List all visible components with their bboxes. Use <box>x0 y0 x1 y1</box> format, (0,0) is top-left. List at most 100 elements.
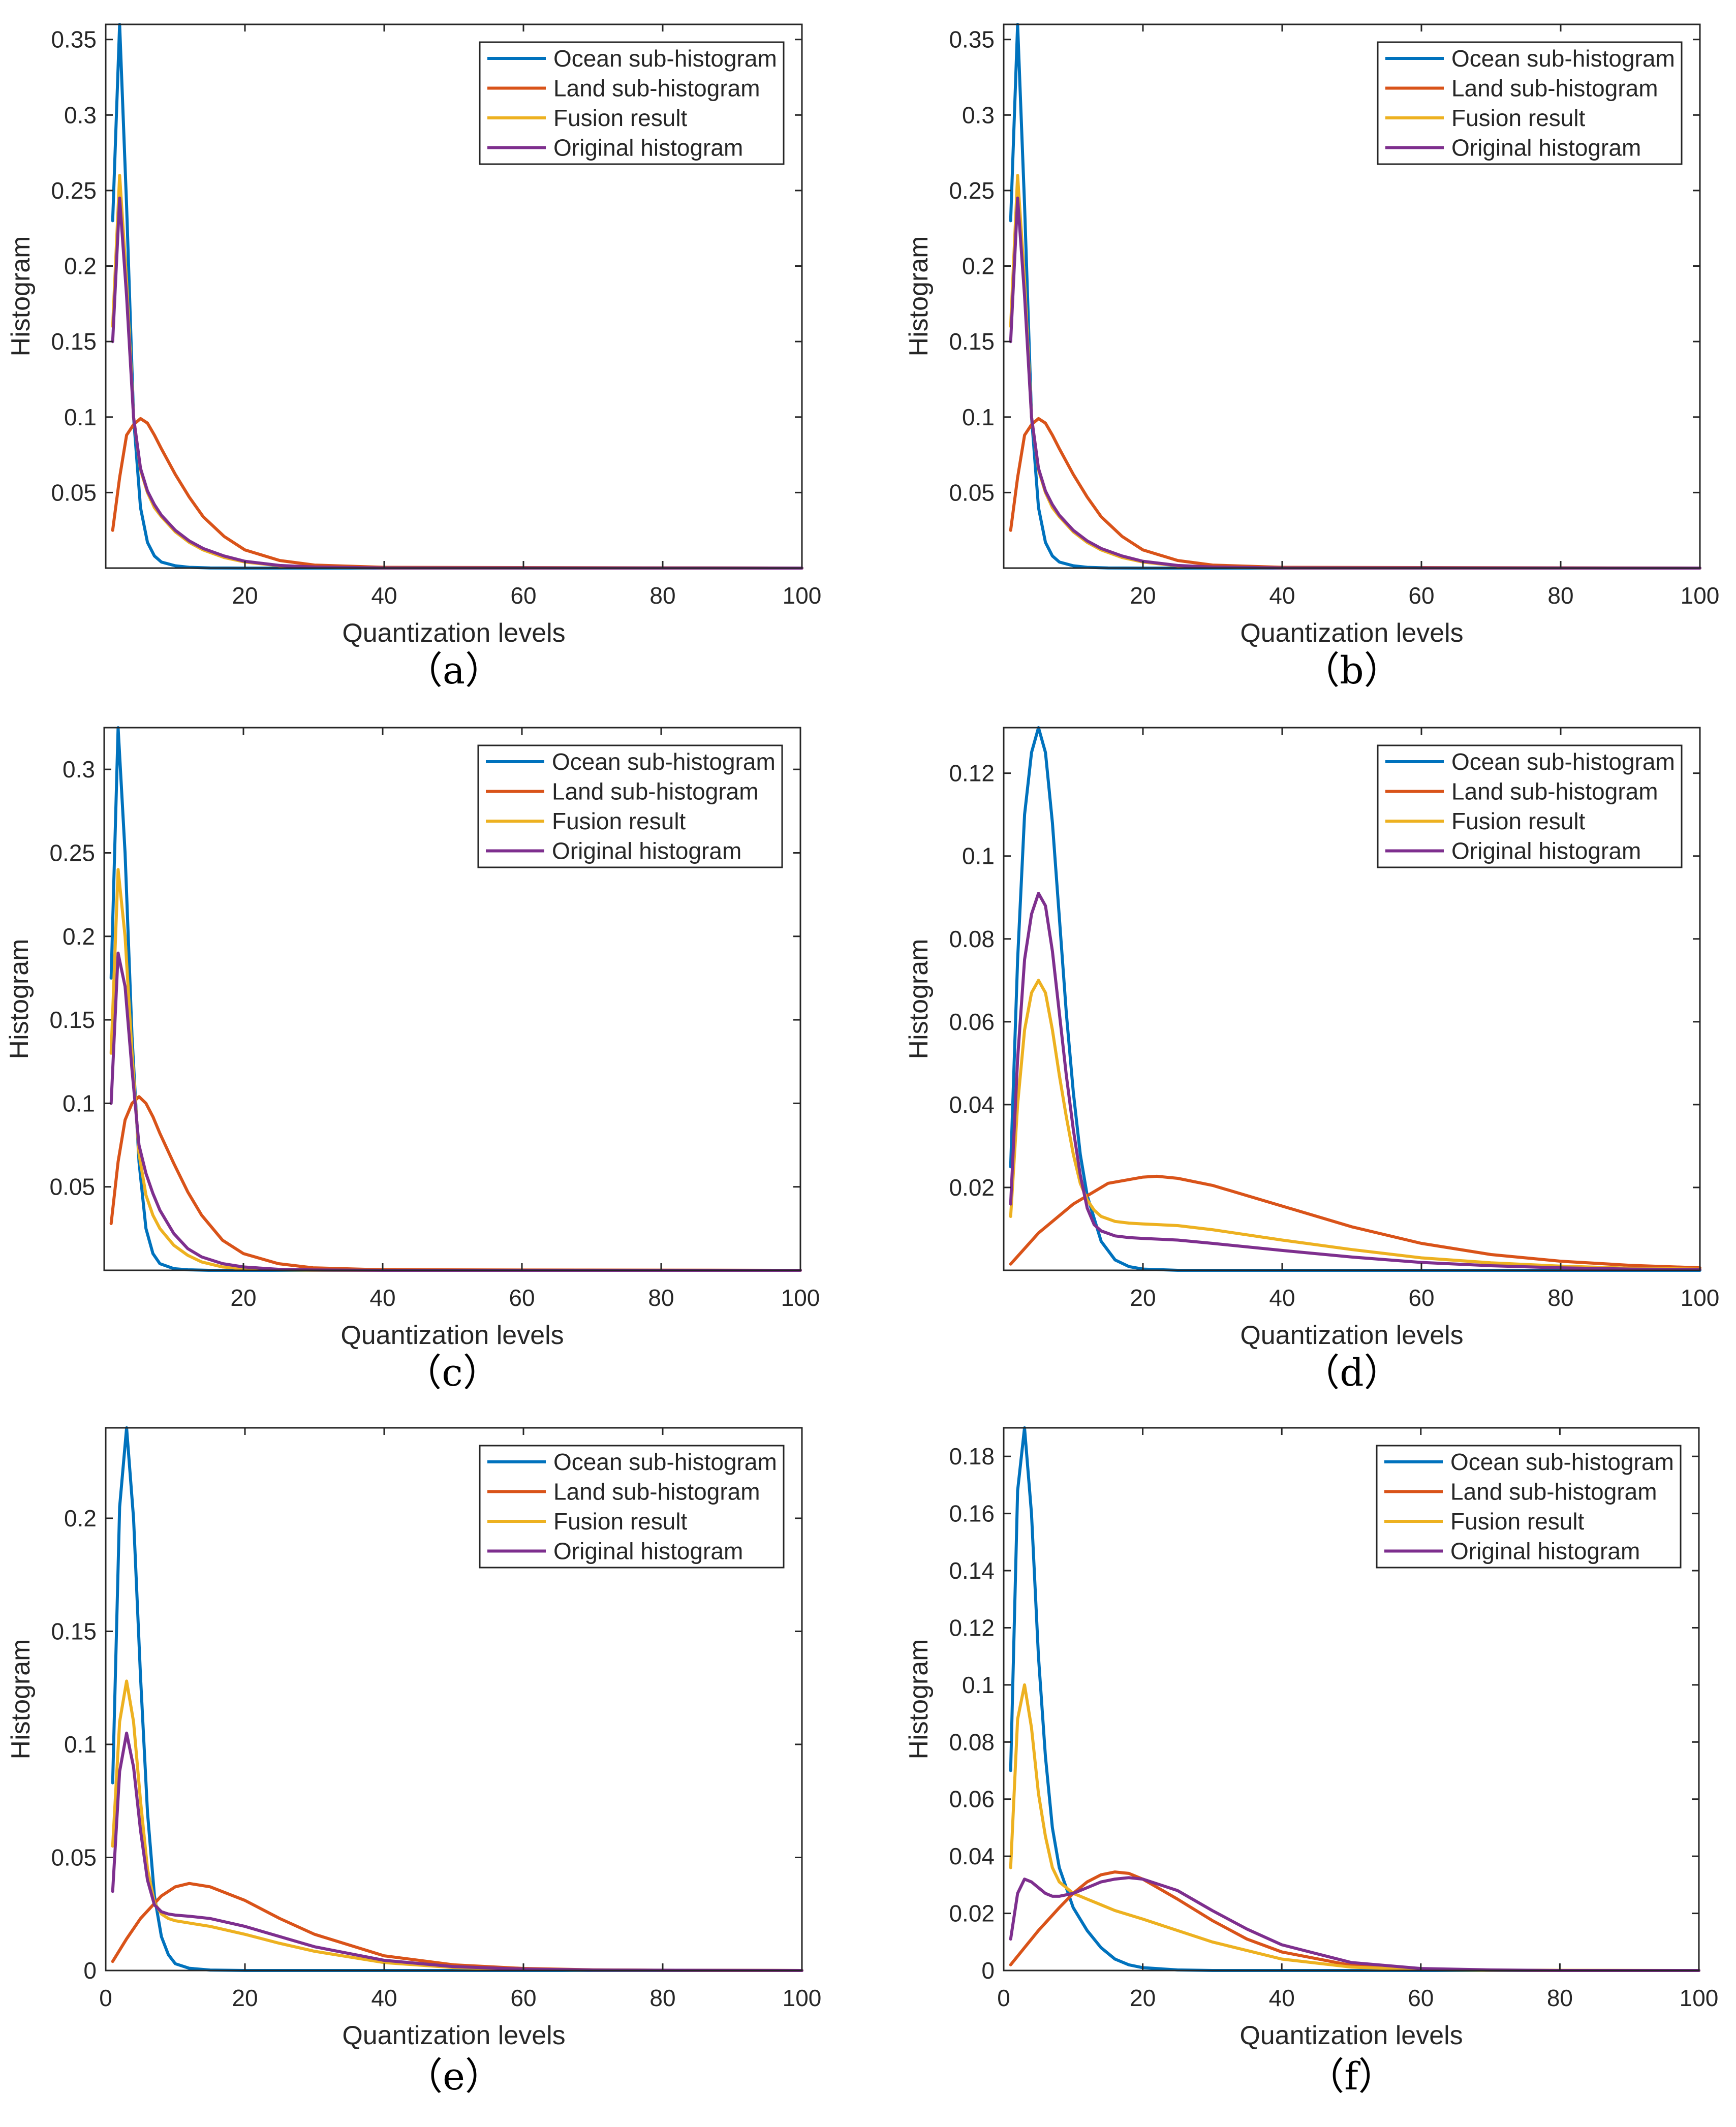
x-tick-label: 80 <box>1547 1985 1573 2011</box>
y-tick-label: 0.06 <box>949 1786 995 1812</box>
x-tick-label: 60 <box>510 582 536 609</box>
y-tick-label: 0.1 <box>64 404 97 430</box>
y-tick-label: 0.02 <box>949 1174 995 1201</box>
x-tick-label: 40 <box>1269 1285 1295 1311</box>
y-tick-label: 0.2 <box>962 253 995 279</box>
series-line-b-3 <box>1009 174 1701 570</box>
y-tick-label: 0.1 <box>962 1672 995 1698</box>
series-line-a-2 <box>111 417 803 570</box>
y-tick-label: 0.05 <box>51 1844 97 1871</box>
series-line-e-3 <box>111 1679 803 1972</box>
legend-label: Fusion result <box>1450 1508 1585 1535</box>
chart-panel-c: 20 40 60 80 100 0.05 0.1 0.15 0.2 0.25 0.3 Quantiza… <box>5 726 820 1395</box>
panel-caption-e: （e） <box>405 2055 503 2099</box>
chart-panel-d: 20 40 60 80 100 0.02 0.04 0.06 0.08 0.1 0.12 Quanti… <box>904 726 1719 1395</box>
legend-b: Ocean sub-histogram Land sub-histogram Fus… <box>1377 41 1683 165</box>
series-line-f-1 <box>1009 1426 1700 1972</box>
series-line-f-3 <box>1009 1683 1700 1972</box>
y-tick-label: 0.12 <box>949 760 995 787</box>
y-tick-label: 0.08 <box>949 1729 995 1755</box>
y-tick-label: 0.08 <box>949 926 995 952</box>
y-tick-label: 0.05 <box>49 1174 95 1200</box>
x-axis-label: Quantization levels <box>342 2021 565 2050</box>
y-tick-label: 0.12 <box>949 1614 995 1641</box>
x-tick-label: 20 <box>232 582 258 609</box>
x-tick-label: 60 <box>510 1985 536 2011</box>
chart-panel-b: 20 40 60 80 100 0.05 0.1 0.15 0.2 0.25 0.3 0.35 Quan… <box>904 23 1720 693</box>
legend-f: Ocean sub-histogram Land sub-histogram Fus… <box>1376 1445 1682 1569</box>
x-tick-label: 0 <box>99 1985 112 2011</box>
legend-a: Ocean sub-histogram Land sub-histogram Fus… <box>479 41 785 165</box>
legend-label: Ocean sub-histogram <box>1450 1449 1674 1475</box>
y-tick-label: 0.1 <box>962 404 995 430</box>
legend-label: Land sub-histogram <box>1451 75 1658 102</box>
series-line-d-4 <box>1009 892 1701 1271</box>
x-tick-label: 100 <box>781 1285 820 1311</box>
y-tick-label: 0.1 <box>962 843 995 869</box>
legend-box <box>479 41 785 165</box>
legend-box <box>477 744 783 868</box>
x-axis-label: Quantization levels <box>1240 1321 1463 1350</box>
panels-layer: 20 40 60 80 100 0.05 0.1 0.15 0.2 0.25 0.3 0.35 Quan… <box>5 23 1720 2099</box>
x-axis-label: Quantization levels <box>342 618 565 648</box>
x-tick-label: 80 <box>648 1285 674 1311</box>
legend-label: Original histogram <box>1451 838 1641 864</box>
x-tick-label: 80 <box>649 582 675 609</box>
axes-box-a <box>105 23 803 569</box>
y-tick-label: 0.2 <box>63 923 95 950</box>
series-line-f-4 <box>1009 1876 1700 1972</box>
chart-panel-a: 20 40 60 80 100 0.05 0.1 0.15 0.2 0.25 0.3 0.35 Quan… <box>6 23 821 693</box>
y-tick-label: 0.16 <box>949 1500 995 1527</box>
legend-e: Ocean sub-histogram Land sub-histogram Fus… <box>479 1445 785 1569</box>
panel-caption-f: （f） <box>1307 2055 1396 2099</box>
x-tick-label: 60 <box>1408 1285 1434 1311</box>
y-tick-label: 0.3 <box>63 756 95 783</box>
panel-caption-b: （b） <box>1302 649 1401 693</box>
y-tick-label: 0 <box>981 1957 995 1984</box>
legend-label: Land sub-histogram <box>1450 1479 1657 1505</box>
x-tick-label: 80 <box>1547 1285 1573 1311</box>
y-tick-label: 0.15 <box>49 1007 95 1033</box>
y-tick-label: 0.15 <box>949 328 995 355</box>
y-tick-label: 0.15 <box>51 328 97 355</box>
legend-label: Land sub-histogram <box>1451 778 1658 805</box>
y-tick-label: 0.25 <box>51 177 97 204</box>
x-tick-label: 60 <box>1408 582 1434 609</box>
y-axis-label: Histogram <box>904 939 934 1059</box>
legend-label: Original histogram <box>553 1538 743 1565</box>
x-tick-label: 100 <box>1681 582 1720 609</box>
panel-caption-d: （d） <box>1302 1351 1401 1395</box>
y-tick-label: 0.1 <box>64 1731 97 1758</box>
legend-label: Land sub-histogram <box>553 1479 760 1505</box>
series-line-e-4 <box>111 1731 803 1972</box>
y-tick-label: 0.1 <box>63 1090 95 1116</box>
y-tick-label: 0.25 <box>949 177 995 204</box>
y-axis-label: Histogram <box>6 1639 36 1760</box>
axes-box-f <box>1003 1427 1700 1972</box>
x-axis-label: Quantization levels <box>340 1321 564 1350</box>
axes-box-b <box>1003 23 1701 569</box>
legend-label: Fusion result <box>553 105 688 131</box>
series-line-c-4 <box>109 951 802 1272</box>
y-tick-label: 0.02 <box>949 1900 995 1927</box>
legend-box <box>1377 744 1683 868</box>
series-line-c-2 <box>109 1095 802 1272</box>
y-tick-label: 0.2 <box>64 253 97 279</box>
y-tick-label: 0.04 <box>949 1091 995 1118</box>
y-tick-label: 0.14 <box>949 1557 995 1584</box>
y-tick-label: 0.06 <box>949 1009 995 1035</box>
legend-d: Ocean sub-histogram Land sub-histogram Fus… <box>1377 744 1683 868</box>
y-tick-label: 0.3 <box>962 102 995 128</box>
x-tick-label: 80 <box>1547 582 1573 609</box>
y-tick-label: 0.2 <box>64 1505 97 1531</box>
x-tick-label: 40 <box>371 1985 397 2011</box>
x-tick-label: 80 <box>649 1985 675 2011</box>
legend-label: Fusion result <box>1451 808 1586 834</box>
y-tick-label: 0.35 <box>949 26 995 53</box>
legend-c: Ocean sub-histogram Land sub-histogram Fus… <box>477 744 783 868</box>
y-tick-label: 0.05 <box>51 479 97 506</box>
x-tick-label: 0 <box>997 1985 1010 2011</box>
y-axis-label: Histogram <box>904 236 934 357</box>
x-tick-label: 40 <box>1269 1985 1295 2011</box>
